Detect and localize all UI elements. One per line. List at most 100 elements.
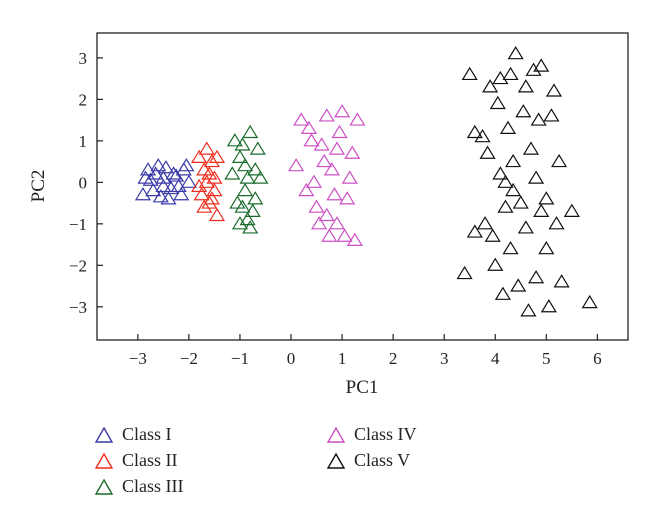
x-tick-label: 3 xyxy=(440,349,449,368)
data-point xyxy=(548,216,565,230)
data-point xyxy=(492,70,509,85)
data-point xyxy=(206,182,223,197)
series-3 xyxy=(224,124,269,234)
data-point xyxy=(482,79,499,93)
data-point xyxy=(543,108,560,122)
data-point xyxy=(244,203,261,217)
data-point xyxy=(520,303,537,317)
data-point xyxy=(321,228,338,242)
data-point xyxy=(484,228,501,242)
data-point xyxy=(208,207,226,222)
data-point xyxy=(525,62,542,76)
data-point xyxy=(134,187,152,201)
x-tick-label: 1 xyxy=(338,349,347,368)
data-point xyxy=(522,141,540,155)
data-point xyxy=(305,174,323,188)
data-point xyxy=(502,66,519,81)
y-tick-label: 0 xyxy=(79,173,88,192)
data-point xyxy=(239,170,256,184)
data-point xyxy=(229,195,246,209)
y-tick-label: 2 xyxy=(79,90,88,109)
data-point xyxy=(487,257,504,271)
data-point xyxy=(196,162,213,176)
y-tick-label: 1 xyxy=(79,132,88,151)
data-point xyxy=(349,112,366,126)
data-point xyxy=(180,174,197,188)
x-tick-label: 2 xyxy=(389,349,398,368)
y-axis-label: PC2 xyxy=(28,170,49,203)
data-point xyxy=(178,157,195,172)
data-point xyxy=(147,166,164,180)
data-point xyxy=(191,149,208,164)
data-point xyxy=(344,145,361,159)
data-point xyxy=(563,203,580,217)
data-point xyxy=(224,166,241,180)
data-point xyxy=(328,141,346,155)
x-tick-label: 0 xyxy=(287,349,296,368)
series-1 xyxy=(134,157,197,205)
data-point xyxy=(551,153,568,168)
data-point xyxy=(173,187,190,201)
data-point xyxy=(298,182,315,197)
data-point xyxy=(545,83,563,97)
data-point xyxy=(191,178,208,193)
data-point xyxy=(234,137,251,151)
data-point xyxy=(313,137,330,151)
data-point xyxy=(497,174,514,188)
x-tick-label: 4 xyxy=(491,349,500,368)
series-5 xyxy=(456,45,598,317)
data-point xyxy=(334,104,351,118)
x-axis-label: PC1 xyxy=(346,377,379,398)
data-point xyxy=(311,216,328,230)
data-point xyxy=(323,162,340,176)
data-point xyxy=(489,95,506,110)
data-point xyxy=(328,216,346,230)
data-point xyxy=(152,189,169,203)
data-point xyxy=(247,162,264,176)
data-point xyxy=(510,278,527,292)
data-point xyxy=(466,224,483,238)
data-point xyxy=(237,157,254,172)
data-point xyxy=(474,128,491,143)
data-point xyxy=(203,191,220,205)
x-tick-label: −2 xyxy=(180,349,198,368)
data-point xyxy=(231,149,249,164)
data-point xyxy=(157,160,174,174)
data-point xyxy=(231,216,249,230)
data-point xyxy=(308,199,325,213)
data-point xyxy=(316,153,333,168)
data-point xyxy=(318,207,335,222)
y-tick-label: 3 xyxy=(79,49,88,68)
data-point xyxy=(553,274,570,288)
data-point xyxy=(252,170,269,184)
data-marks xyxy=(134,45,598,317)
data-point xyxy=(528,270,545,284)
axis-ticks: −3 −2 −1 0 1 2 3 4 5 6 −3 −2 −1 0 1 2 3 xyxy=(69,49,602,368)
data-point xyxy=(479,145,496,159)
data-point xyxy=(198,174,215,188)
x-tick-label: −3 xyxy=(129,349,147,368)
data-point xyxy=(502,240,519,255)
data-point xyxy=(226,133,243,147)
data-point xyxy=(234,199,251,213)
data-point xyxy=(249,141,266,155)
data-point xyxy=(339,191,356,205)
data-point xyxy=(341,170,358,184)
data-point xyxy=(538,191,555,205)
data-point xyxy=(206,170,223,184)
data-point xyxy=(512,195,529,209)
data-point xyxy=(242,220,259,234)
data-point xyxy=(303,133,320,147)
data-point xyxy=(499,120,517,134)
data-point xyxy=(247,191,264,205)
data-point xyxy=(336,228,353,242)
plot-frame xyxy=(96,32,629,341)
data-point xyxy=(533,203,550,217)
data-point xyxy=(517,220,534,234)
series-2 xyxy=(191,141,226,222)
data-point xyxy=(300,120,317,134)
data-point xyxy=(208,149,226,164)
data-point xyxy=(237,182,254,197)
data-point xyxy=(528,170,545,184)
data-point xyxy=(466,124,483,139)
